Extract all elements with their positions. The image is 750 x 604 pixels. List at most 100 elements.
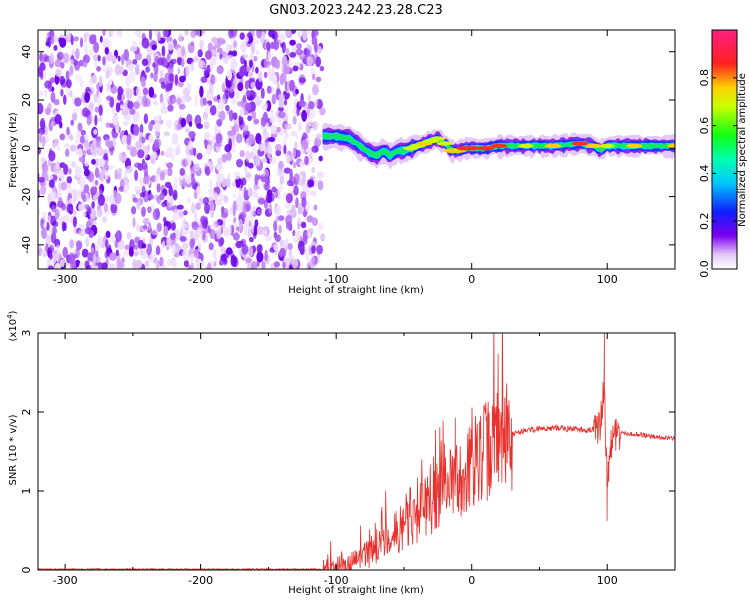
noise-blob <box>133 250 140 257</box>
noise-blob <box>38 67 43 78</box>
noise-blob <box>212 192 219 201</box>
noise-blob <box>313 204 318 211</box>
noise-blob <box>283 167 292 174</box>
noise-blob <box>247 162 254 169</box>
noise-blob <box>219 53 223 60</box>
noise-blob <box>96 66 102 72</box>
noise-blob <box>233 40 237 48</box>
noise-blob <box>204 132 211 141</box>
noise-blob <box>284 123 292 130</box>
noise-blob <box>256 226 264 236</box>
noise-blob <box>49 253 53 260</box>
noise-blob <box>273 30 278 43</box>
noise-blob <box>291 258 299 269</box>
noise-blob <box>167 65 174 75</box>
noise-blob <box>207 42 213 52</box>
noise-blob <box>63 94 67 106</box>
noise-blob <box>72 249 77 255</box>
noise-blob <box>120 104 124 110</box>
noise-blob <box>216 119 223 127</box>
noise-blob <box>266 85 272 94</box>
noise-blob <box>284 201 291 209</box>
noise-blob <box>54 262 61 269</box>
noise-blob <box>245 203 251 212</box>
noise-blob <box>315 56 322 68</box>
noise-blob <box>140 76 146 88</box>
noise-blob <box>203 139 208 146</box>
noise-blob <box>50 91 56 104</box>
noise-blob <box>292 147 297 159</box>
noise-blob <box>248 134 255 146</box>
noise-blob <box>319 107 326 116</box>
noise-blob <box>245 257 253 263</box>
noise-blob <box>48 150 56 162</box>
noise-blob <box>81 107 90 118</box>
x-tick-label: -300 <box>53 273 78 286</box>
noise-blob <box>226 173 231 179</box>
noise-blob <box>292 107 298 116</box>
noise-blob <box>196 152 203 160</box>
colorbar-label: Normalized spectral amplitude <box>737 73 748 227</box>
noise-blob <box>306 106 310 118</box>
noise-blob <box>89 143 94 154</box>
noise-blob <box>315 133 323 140</box>
noise-blob <box>193 211 198 222</box>
noise-blob <box>180 117 187 128</box>
noise-blob <box>232 112 238 120</box>
noise-blob <box>151 44 157 51</box>
noise-blob <box>45 243 49 253</box>
noise-blob <box>245 102 252 112</box>
noise-blob <box>232 256 239 268</box>
noise-blob <box>99 35 103 43</box>
x-tick-label: 0 <box>468 574 475 587</box>
noise-blob <box>108 244 112 253</box>
noise-blob <box>311 245 316 254</box>
noise-blob <box>293 185 299 196</box>
noise-blob <box>134 169 139 182</box>
noise-blob <box>306 262 311 269</box>
noise-blob <box>159 171 165 181</box>
y-tick-label: -20 <box>20 188 33 206</box>
noise-blob <box>78 156 84 162</box>
noise-blob <box>256 39 260 45</box>
noise-blob <box>311 217 318 227</box>
noise-blob <box>287 243 293 250</box>
noise-blob <box>237 82 244 92</box>
noise-blob <box>278 185 284 193</box>
noise-blob <box>190 253 194 263</box>
noise-blob <box>216 47 223 54</box>
noise-blob <box>232 192 236 199</box>
noise-blob <box>54 59 62 68</box>
noise-blob <box>211 135 215 144</box>
noise-blob <box>248 220 252 228</box>
noise-blob <box>275 126 281 133</box>
noise-blob <box>230 85 235 93</box>
noise-blob <box>40 157 46 164</box>
noise-blob <box>108 263 116 269</box>
noise-blob <box>295 149 301 158</box>
noise-blob <box>93 93 98 103</box>
noise-blob <box>294 174 301 181</box>
noise-blob <box>166 162 174 169</box>
noise-blob <box>270 193 275 202</box>
noise-blob <box>38 244 41 250</box>
noise-blob <box>148 222 152 231</box>
noise-blob <box>87 252 94 262</box>
noise-blob <box>320 233 326 242</box>
noise-blob <box>252 190 258 199</box>
noise-blob <box>144 260 150 268</box>
noise-blob <box>75 74 83 82</box>
noise-blob <box>185 228 191 235</box>
noise-blob <box>279 247 287 258</box>
noise-blob <box>94 167 100 179</box>
noise-blob <box>289 52 297 58</box>
noise-blob <box>41 211 47 218</box>
noise-blob <box>104 47 110 55</box>
noise-blob <box>163 225 169 237</box>
noise-blob <box>146 243 153 255</box>
noise-blob <box>303 48 308 56</box>
noise-blob <box>52 257 57 264</box>
noise-blob <box>252 91 257 98</box>
noise-blob <box>133 244 139 251</box>
noise-blob <box>58 181 62 191</box>
